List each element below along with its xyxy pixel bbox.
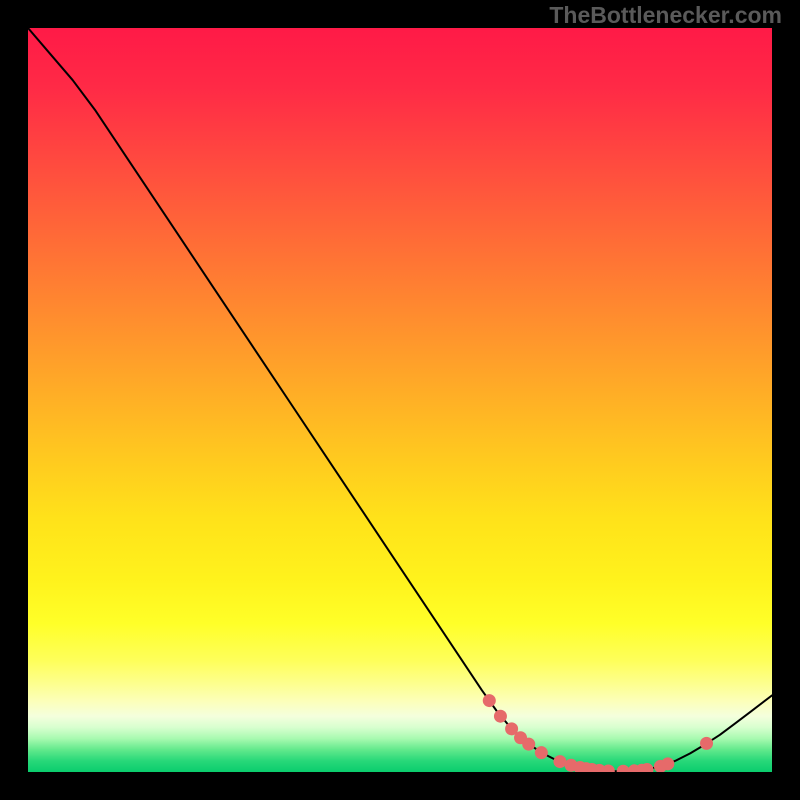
data-marker	[661, 757, 674, 770]
attribution-text: TheBottlenecker.com	[549, 2, 782, 29]
data-marker	[494, 710, 507, 723]
data-marker	[522, 738, 535, 751]
chart-background	[28, 28, 772, 772]
data-marker	[700, 737, 713, 750]
data-marker	[553, 755, 566, 768]
data-marker	[483, 694, 496, 707]
chart-container: { "attribution": { "text": "TheBottlenec…	[0, 0, 800, 800]
data-marker	[535, 746, 548, 759]
bottleneck-chart	[28, 28, 772, 772]
